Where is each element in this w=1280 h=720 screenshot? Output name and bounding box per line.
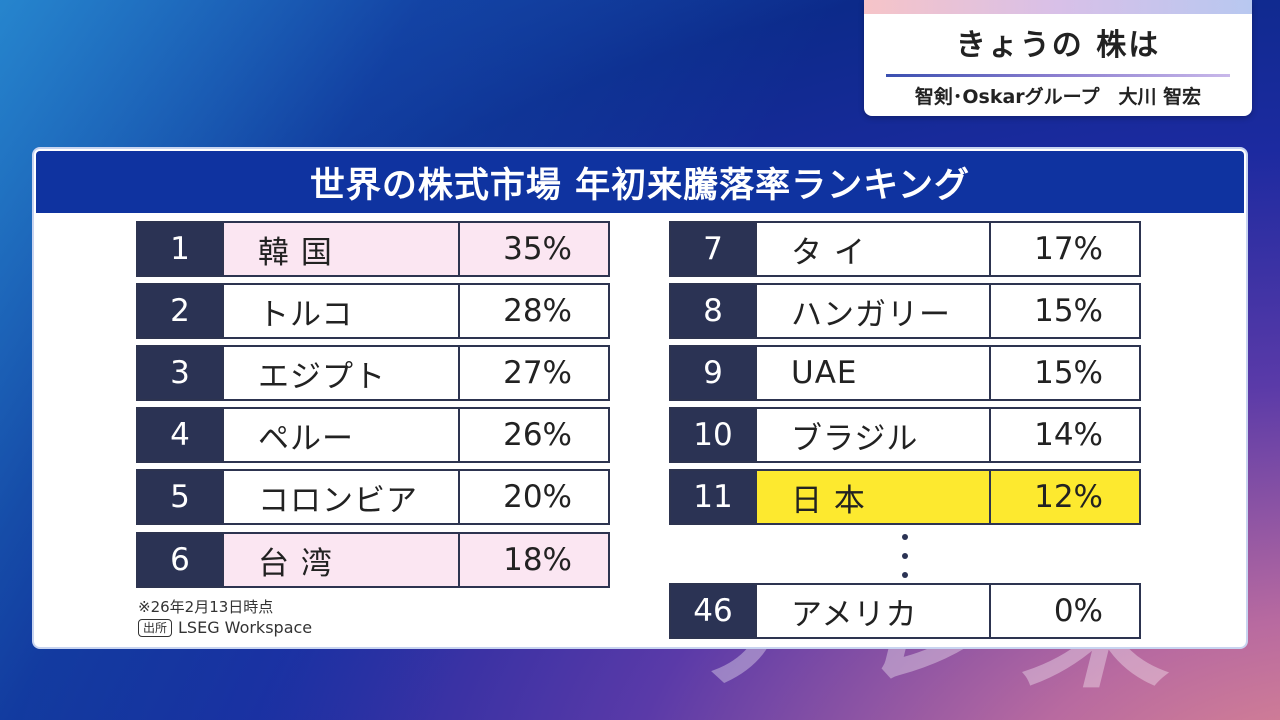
country-name: UAE bbox=[755, 347, 989, 399]
country-name: トルコ bbox=[222, 285, 458, 337]
program-caption: きょうの 株は 智剣･Oskarグループ 大川 智宏 bbox=[864, 0, 1252, 116]
dot bbox=[902, 534, 908, 540]
country-name: 日 本 bbox=[755, 471, 989, 523]
change-percent: 28% bbox=[458, 285, 608, 337]
change-percent: 20% bbox=[458, 471, 608, 523]
country-name: タ イ bbox=[755, 223, 989, 275]
rank-number: 7 bbox=[671, 223, 755, 275]
rank-number: 3 bbox=[138, 347, 222, 399]
source-badge: 出所 bbox=[138, 618, 173, 637]
country-name: ペルー bbox=[222, 409, 458, 461]
rank-number: 11 bbox=[671, 471, 755, 523]
change-percent: 35% bbox=[458, 223, 608, 275]
dot bbox=[902, 572, 908, 578]
change-percent: 15% bbox=[989, 347, 1139, 399]
rank-number: 4 bbox=[138, 409, 222, 461]
caption-divider bbox=[886, 74, 1230, 77]
country-name: アメリカ bbox=[755, 585, 989, 637]
change-percent: 18% bbox=[458, 534, 608, 586]
ranking-row: 1 韓 国 35% bbox=[136, 221, 610, 277]
source-text: LSEG Workspace bbox=[178, 618, 313, 637]
rank-number: 5 bbox=[138, 471, 222, 523]
ellipsis-dots bbox=[899, 534, 911, 578]
caption-accent-bar bbox=[864, 0, 1252, 14]
date-note: ※26年2月13日時点 bbox=[138, 598, 274, 616]
rank-number: 2 bbox=[138, 285, 222, 337]
dot bbox=[902, 553, 908, 559]
change-percent: 14% bbox=[989, 409, 1139, 461]
country-name: 韓 国 bbox=[222, 223, 458, 275]
change-percent: 27% bbox=[458, 347, 608, 399]
rank-number: 9 bbox=[671, 347, 755, 399]
country-name: エジプト bbox=[222, 347, 458, 399]
rank-number: 6 bbox=[138, 534, 222, 586]
ranking-row: 2 トルコ 28% bbox=[136, 283, 610, 339]
change-percent: 26% bbox=[458, 409, 608, 461]
source-note: 出所 LSEG Workspace bbox=[138, 618, 312, 637]
change-percent: 17% bbox=[989, 223, 1139, 275]
ranking-row: 9 UAE 15% bbox=[669, 345, 1141, 401]
change-percent: 12% bbox=[989, 471, 1139, 523]
panel-title: 世界の株式市場 年初来騰落率ランキング bbox=[36, 151, 1244, 213]
country-name: 台 湾 bbox=[222, 534, 458, 586]
rank-number: 46 bbox=[671, 585, 755, 637]
ranking-row: 3 エジプト 27% bbox=[136, 345, 610, 401]
rank-number: 1 bbox=[138, 223, 222, 275]
ranking-row: 4 ペルー 26% bbox=[136, 407, 610, 463]
country-name: ブラジル bbox=[755, 409, 989, 461]
rank-number: 8 bbox=[671, 285, 755, 337]
ranking-row: 10 ブラジル 14% bbox=[669, 407, 1141, 463]
country-name: ハンガリー bbox=[755, 285, 989, 337]
ranking-row: 5 コロンビア 20% bbox=[136, 469, 610, 525]
ranking-row: 8 ハンガリー 15% bbox=[669, 283, 1141, 339]
rank-number: 10 bbox=[671, 409, 755, 461]
country-name: コロンビア bbox=[222, 471, 458, 523]
ranking-row-highlight: 11 日 本 12% bbox=[669, 469, 1141, 525]
ranking-row: 6 台 湾 18% bbox=[136, 532, 610, 588]
caption-title: きょうの 株は bbox=[955, 28, 1161, 63]
change-percent: 0% bbox=[989, 585, 1139, 637]
ranking-row: 7 タ イ 17% bbox=[669, 221, 1141, 277]
caption-guest: 智剣･Oskarグループ 大川 智宏 bbox=[914, 86, 1202, 108]
change-percent: 15% bbox=[989, 285, 1139, 337]
ranking-row: 46 アメリカ 0% bbox=[669, 583, 1141, 639]
